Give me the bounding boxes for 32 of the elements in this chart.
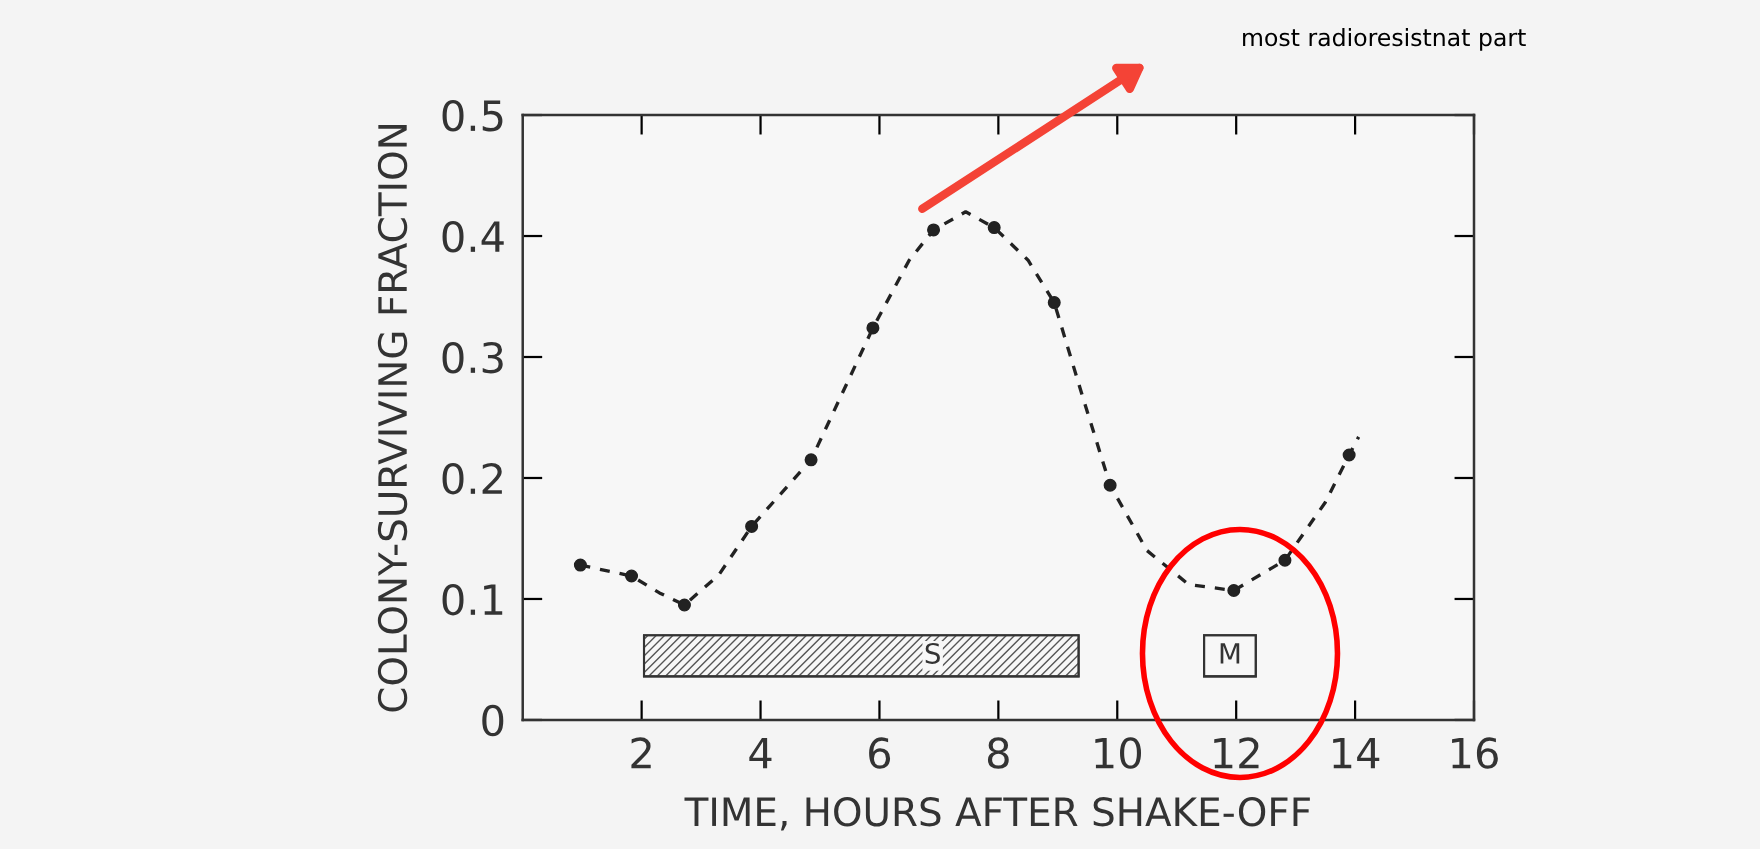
point — [804, 453, 818, 467]
point — [987, 221, 1001, 235]
x-tick-label: 6 — [869, 737, 891, 769]
y-tick-label: 0.5 — [442, 99, 503, 132]
band-label: M — [1220, 643, 1240, 664]
text: most radioresistnat part — [1243, 28, 1526, 51]
x-axis-title: TIME, HOURS AFTER SHAKE-OFF — [684, 797, 1310, 831]
point — [1342, 448, 1356, 462]
point — [1227, 583, 1241, 598]
point — [1278, 553, 1292, 567]
y-tick-label: 0.1 — [442, 583, 503, 616]
y-tick-label: 0.4 — [442, 220, 504, 253]
x-tick-label: 12 — [1214, 737, 1259, 769]
y-tick-label: 0.2 — [442, 462, 502, 495]
point — [625, 569, 639, 583]
point — [1103, 478, 1117, 492]
point — [573, 558, 587, 572]
point — [1047, 296, 1061, 310]
y-tick-label: 0 — [482, 704, 504, 737]
point — [927, 223, 941, 237]
x-tick-label: 16 — [1452, 737, 1498, 769]
y-axis-title: COLONY-SURVIVING FRACTION — [377, 125, 408, 712]
point — [745, 519, 759, 533]
x-tick-label: 14 — [1333, 737, 1380, 769]
x-tick-label: 10 — [1095, 737, 1142, 769]
x-tick-label: 4 — [749, 737, 772, 769]
point — [677, 598, 691, 612]
band-label: S — [925, 642, 940, 664]
point — [866, 321, 880, 335]
x-tick-label: 2 — [631, 737, 651, 769]
x-tick-label: 8 — [987, 737, 1009, 769]
y-tick-label: 0.3 — [442, 341, 503, 374]
